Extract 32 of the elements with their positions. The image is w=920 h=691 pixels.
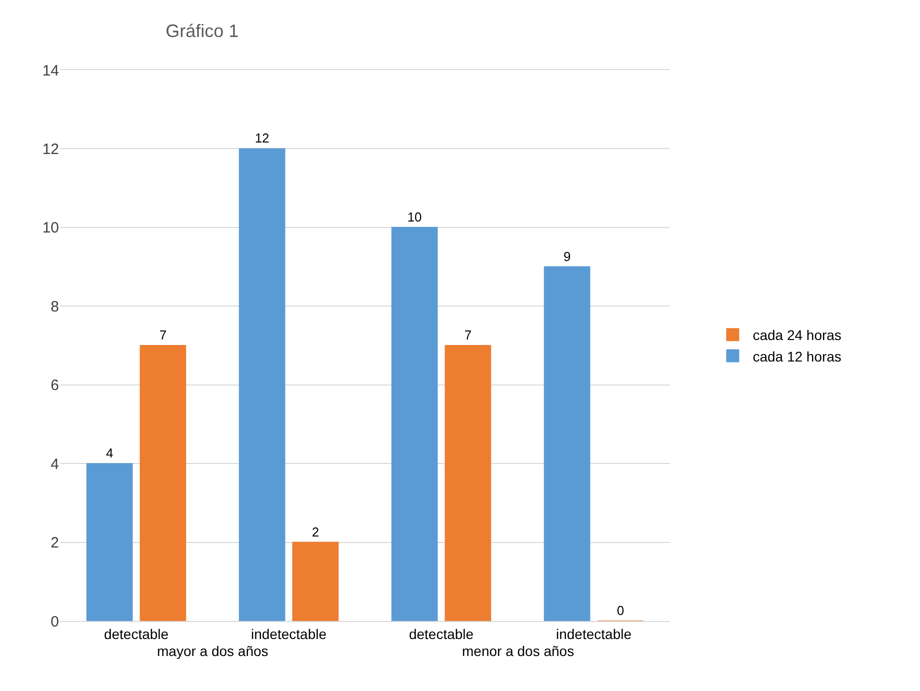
x-tick-label: detectable [104,626,169,642]
data-label: 9 [563,248,571,264]
bar [444,345,492,621]
bar [544,266,590,621]
data-label: 7 [159,328,167,342]
data-label: 0 [616,603,624,618]
bar [140,345,186,621]
text: mayor a dos años [157,643,268,659]
data-label: 10 [407,209,422,224]
x-tick-label: indetectable [556,626,632,642]
x-tick-label: indetectable [250,626,327,642]
y-tick-label: 14 [42,62,59,80]
y-tick-label: 6 [50,377,59,394]
y-tick-label: 4 [50,456,59,473]
legend-label: cada 24 horas [752,327,842,344]
y-tick-label: 8 [50,298,59,316]
data-label: 4 [106,446,114,461]
x-tick-label: detectable [408,626,474,642]
legend-label: cada 12 horas [752,348,842,364]
bar [292,542,339,621]
bar [391,226,438,621]
data-label: 7 [464,328,472,342]
chart-title: Gráfico 1 [166,20,239,41]
y-tick-label: 0 [50,613,59,630]
data-label: 12 [254,130,270,146]
y-tick-label: 10 [42,220,59,237]
text: menor a dos años [462,643,574,659]
y-tick-label: 12 [42,140,59,158]
bar [86,463,133,621]
bar [238,148,286,621]
data-label: 2 [312,524,320,540]
y-tick-label: 2 [50,534,59,552]
